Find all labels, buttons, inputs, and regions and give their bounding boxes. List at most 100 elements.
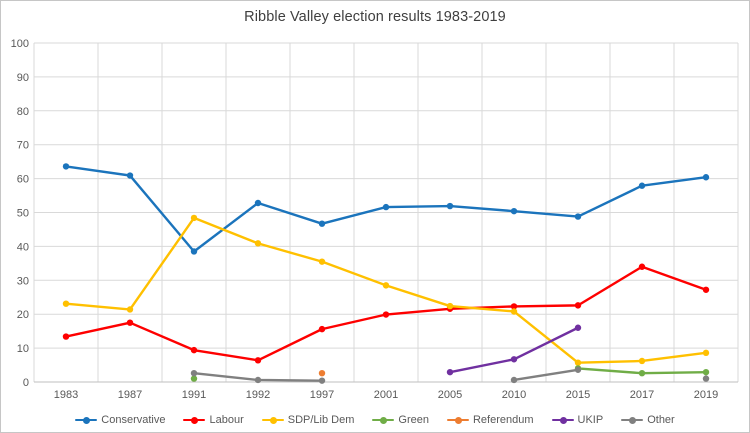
legend-marker-icon <box>621 416 644 424</box>
legend-item-labour: Labour <box>183 414 244 426</box>
data-point-labour-1987 <box>126 319 134 326</box>
data-point-sdp-lib-dem-1983 <box>62 300 70 307</box>
data-point-other-1991 <box>190 369 198 377</box>
y-axis-tick-labels: 0 10 20 30 40 50 60 70 80 90 100 <box>11 38 29 389</box>
legend-item-conservative: Conservative <box>75 414 165 426</box>
legend-label: Green <box>398 414 429 426</box>
y-tick-label: 70 <box>17 140 29 152</box>
legend-marker-dot-icon <box>559 416 567 424</box>
y-tick-label: 10 <box>17 343 29 355</box>
y-tick-label: 20 <box>17 309 29 321</box>
legend-marker-icon <box>75 416 98 424</box>
data-point-conservative-2010 <box>510 207 518 215</box>
data-point-conservative-2005 <box>446 202 454 210</box>
legend-label: SDP/Lib Dem <box>287 414 355 426</box>
x-tick-label: 1997 <box>310 389 334 401</box>
chart-title: Ribble Valley election results 1983-2019 <box>244 9 506 25</box>
y-tick-label: 40 <box>17 241 29 253</box>
data-point-other-2019 <box>702 375 710 382</box>
x-tick-label: 1991 <box>182 389 206 401</box>
data-point-conservative-2017 <box>638 182 646 189</box>
y-tick-label: 100 <box>11 38 29 50</box>
legend-label: UKIP <box>577 414 604 426</box>
data-point-other-2015 <box>574 366 582 373</box>
series-line-other <box>512 368 580 382</box>
y-tick-label: 90 <box>17 72 29 84</box>
data-point-sdp-lib-dem-2005 <box>446 302 454 310</box>
data-point-conservative-2019 <box>702 174 710 181</box>
data-point-labour-2001 <box>382 311 390 318</box>
legend-item-green: Green <box>372 414 429 426</box>
data-point-conservative-2001 <box>382 203 390 211</box>
x-tick-label: 1987 <box>118 389 142 401</box>
series-conservative <box>62 163 710 255</box>
data-point-green-2017 <box>638 369 646 377</box>
data-point-other-1997 <box>318 377 326 384</box>
legend-marker-dot-icon <box>83 416 91 424</box>
y-tick-label: 50 <box>17 208 29 220</box>
x-axis-tick-labels: 1983 1987 1991 1992 1997 2001 2005 2010 2015 2017… <box>54 389 718 401</box>
data-point-green-2019 <box>702 368 710 376</box>
data-point-ukip-2010 <box>510 356 518 363</box>
y-tick-label: 80 <box>17 106 29 118</box>
x-tick-label: 2017 <box>630 389 654 401</box>
series-labour <box>62 263 710 364</box>
x-tick-label: 2019 <box>694 389 718 401</box>
legend-item-other: Other <box>621 414 675 426</box>
data-point-conservative-1983 <box>62 163 70 170</box>
data-point-labour-2017 <box>638 263 646 270</box>
gridlines <box>33 42 739 383</box>
data-point-conservative-1991 <box>190 248 198 255</box>
data-point-other-2010 <box>510 376 518 384</box>
series-sdp-lib-dem <box>62 214 710 366</box>
chart-legend: Conservative Labour SDP/Lib Dem Green Refere… <box>1 414 749 426</box>
y-tick-label: 60 <box>17 174 29 186</box>
data-point-conservative-1997 <box>318 220 326 227</box>
x-tick-label: 1983 <box>54 389 78 401</box>
data-point-green-1991 <box>190 375 198 382</box>
data-point-sdp-lib-dem-1991 <box>190 214 198 222</box>
data-point-conservative-1987 <box>126 172 134 179</box>
x-tick-label: 2015 <box>566 389 590 401</box>
x-tick-label: 2005 <box>438 389 462 401</box>
x-tick-label: 2001 <box>374 389 398 401</box>
legend-item-sdp-lib-dem: SDP/Lib Dem <box>261 414 355 426</box>
legend-marker-dot-icon <box>454 416 462 424</box>
legend-marker-icon <box>261 416 284 424</box>
data-point-sdp-lib-dem-2019 <box>702 349 710 357</box>
data-point-sdp-lib-dem-1987 <box>126 306 134 313</box>
legend-label: Conservative <box>101 414 166 426</box>
data-point-sdp-lib-dem-1992 <box>254 240 262 247</box>
legend-marker-icon <box>551 416 574 424</box>
legend-marker-dot-icon <box>191 416 199 424</box>
legend-marker-dot-icon <box>269 416 277 424</box>
data-point-labour-1992 <box>254 357 262 364</box>
data-point-labour-2015 <box>574 302 582 309</box>
series-line-ukip <box>448 326 580 374</box>
series-green <box>190 365 710 382</box>
legend-item-ukip: UKIP <box>551 414 604 426</box>
y-tick-label: 30 <box>17 275 29 287</box>
data-point-labour-1983 <box>62 333 70 340</box>
data-point-labour-1997 <box>318 325 326 333</box>
legend-label: Labour <box>209 414 244 426</box>
data-point-ukip-2015 <box>574 324 582 331</box>
legend-marker-icon <box>183 416 206 424</box>
y-tick-label: 0 <box>23 377 29 389</box>
legend-label: Other <box>647 414 675 426</box>
legend-label: Referendum <box>472 414 534 426</box>
data-point-conservative-2015 <box>574 213 582 220</box>
data-point-sdp-lib-dem-2010 <box>510 308 518 315</box>
series-ukip <box>446 324 582 376</box>
data-point-labour-2019 <box>702 286 710 293</box>
data-point-sdp-lib-dem-2017 <box>638 357 646 365</box>
x-tick-label: 2010 <box>502 389 526 401</box>
data-point-labour-1991 <box>190 346 198 354</box>
legend-marker-dot-icon <box>380 416 388 424</box>
series-referendum <box>318 369 326 377</box>
legend-marker-icon <box>372 416 395 424</box>
data-point-sdp-lib-dem-2001 <box>382 282 390 289</box>
legend-item-referendum: Referendum <box>446 414 534 426</box>
